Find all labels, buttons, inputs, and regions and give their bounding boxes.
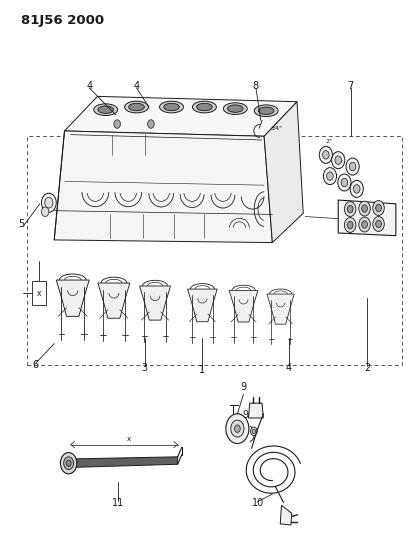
Circle shape: [332, 152, 345, 168]
Polygon shape: [56, 280, 89, 317]
Text: 8: 8: [253, 81, 259, 91]
Circle shape: [350, 180, 363, 197]
Circle shape: [338, 174, 351, 191]
Circle shape: [323, 151, 329, 159]
Text: 2: 2: [364, 362, 370, 373]
Text: 1: 1: [199, 365, 205, 375]
Text: 9: 9: [242, 410, 249, 421]
Ellipse shape: [228, 105, 243, 112]
Text: 2": 2": [326, 139, 333, 144]
Text: 4: 4: [133, 81, 140, 91]
Circle shape: [373, 216, 385, 231]
Polygon shape: [264, 102, 303, 243]
Ellipse shape: [197, 103, 212, 111]
Polygon shape: [249, 403, 263, 418]
Text: x: x: [37, 288, 41, 297]
Bar: [31, 281, 46, 305]
Polygon shape: [229, 290, 258, 322]
Circle shape: [346, 158, 359, 175]
Ellipse shape: [159, 101, 183, 113]
Text: x: x: [127, 437, 131, 442]
Polygon shape: [54, 131, 272, 243]
Text: 4: 4: [286, 362, 292, 373]
Ellipse shape: [125, 101, 148, 113]
Circle shape: [354, 184, 360, 193]
Circle shape: [376, 220, 382, 228]
Text: 11: 11: [112, 498, 124, 508]
Circle shape: [344, 201, 356, 216]
Circle shape: [362, 205, 368, 212]
Circle shape: [66, 460, 71, 466]
Ellipse shape: [94, 104, 118, 116]
Polygon shape: [64, 96, 297, 136]
Circle shape: [359, 217, 370, 232]
Circle shape: [252, 429, 256, 433]
Text: 5: 5: [18, 219, 24, 229]
Ellipse shape: [223, 103, 247, 115]
Circle shape: [327, 172, 333, 180]
Circle shape: [323, 167, 337, 184]
Bar: [27, 136, 402, 365]
Text: 4: 4: [86, 81, 92, 91]
Polygon shape: [267, 294, 294, 324]
Text: 3: 3: [142, 362, 148, 373]
Circle shape: [349, 163, 356, 171]
Circle shape: [347, 221, 353, 229]
Circle shape: [41, 193, 56, 212]
Ellipse shape: [192, 101, 216, 113]
Polygon shape: [140, 286, 171, 320]
Polygon shape: [188, 289, 217, 322]
Circle shape: [335, 156, 342, 165]
Circle shape: [251, 427, 257, 435]
Circle shape: [41, 207, 49, 216]
Circle shape: [359, 201, 370, 216]
Circle shape: [347, 205, 353, 213]
Circle shape: [341, 178, 348, 187]
Ellipse shape: [98, 106, 114, 114]
Circle shape: [45, 197, 53, 208]
Text: 10: 10: [252, 498, 264, 508]
Circle shape: [226, 414, 249, 443]
Text: 7: 7: [347, 81, 354, 91]
Ellipse shape: [129, 103, 145, 111]
Polygon shape: [280, 505, 292, 525]
Circle shape: [147, 120, 154, 128]
Circle shape: [373, 200, 385, 215]
Circle shape: [344, 217, 356, 232]
Circle shape: [231, 420, 244, 437]
Circle shape: [376, 204, 382, 212]
Text: 3⁄4": 3⁄4": [270, 126, 282, 131]
Text: 81J56 2000: 81J56 2000: [21, 14, 104, 27]
Circle shape: [235, 425, 240, 432]
Circle shape: [362, 221, 368, 228]
Ellipse shape: [259, 107, 274, 115]
Circle shape: [60, 453, 77, 474]
Polygon shape: [98, 283, 130, 318]
Polygon shape: [71, 457, 178, 467]
Text: 9: 9: [240, 383, 247, 392]
Polygon shape: [338, 200, 396, 236]
Text: 6: 6: [33, 360, 39, 370]
Circle shape: [114, 120, 121, 128]
Circle shape: [319, 147, 332, 164]
Circle shape: [64, 457, 74, 470]
Ellipse shape: [164, 103, 179, 111]
Ellipse shape: [254, 105, 278, 117]
